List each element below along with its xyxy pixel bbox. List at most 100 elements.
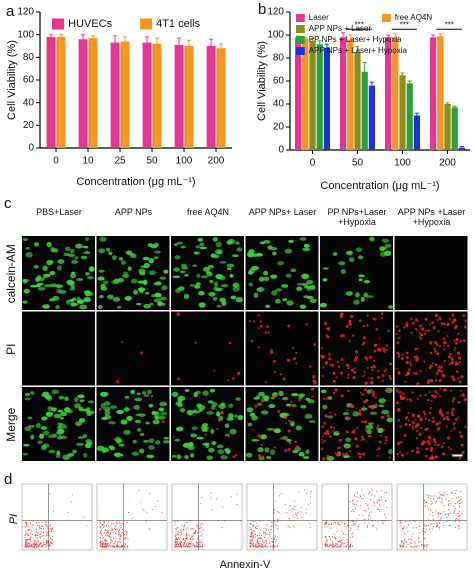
event	[26, 523, 28, 525]
event	[331, 536, 334, 538]
event	[399, 522, 401, 524]
cell	[353, 358, 357, 362]
event	[384, 499, 387, 501]
cell	[441, 373, 445, 378]
event	[197, 537, 199, 539]
event	[333, 533, 335, 535]
cell	[138, 448, 145, 454]
event	[264, 543, 266, 545]
event	[117, 544, 119, 546]
cell	[258, 435, 262, 439]
legend-swatch	[382, 14, 391, 22]
event	[104, 545, 106, 547]
event	[40, 525, 43, 527]
event	[324, 521, 326, 523]
cell	[172, 436, 175, 438]
event	[105, 541, 107, 543]
event	[125, 544, 127, 546]
event	[115, 544, 117, 546]
y-tick-label: 120	[267, 7, 284, 18]
event	[453, 512, 455, 514]
cell	[76, 299, 85, 305]
event	[259, 546, 261, 548]
event	[174, 536, 176, 538]
event	[401, 545, 403, 547]
event	[47, 533, 49, 535]
event	[454, 503, 456, 505]
event	[112, 523, 114, 525]
cell	[264, 381, 268, 384]
event	[346, 524, 349, 527]
cell	[406, 398, 409, 401]
cell	[272, 428, 276, 431]
event	[427, 496, 429, 499]
event	[99, 526, 101, 528]
cell	[362, 437, 365, 441]
cell	[434, 443, 437, 447]
event	[271, 538, 273, 540]
event	[200, 527, 202, 529]
cell	[358, 278, 363, 282]
event	[443, 522, 445, 524]
cell	[429, 364, 433, 368]
event	[325, 535, 327, 538]
event	[104, 528, 107, 531]
cell	[126, 415, 133, 422]
event	[406, 527, 408, 529]
event	[186, 544, 188, 546]
event	[53, 505, 55, 507]
event	[188, 543, 190, 545]
event	[36, 534, 38, 537]
event	[349, 545, 352, 547]
event	[368, 522, 370, 524]
event	[200, 503, 202, 505]
cell	[416, 397, 419, 400]
cell	[414, 418, 417, 421]
cell	[449, 389, 453, 392]
cell	[305, 323, 308, 326]
event	[36, 541, 38, 543]
cell	[457, 400, 461, 404]
event	[42, 544, 44, 546]
cell	[411, 413, 415, 416]
event	[250, 539, 252, 541]
event	[200, 546, 202, 548]
event	[258, 543, 260, 545]
event	[188, 534, 190, 536]
flow-y-label: PI	[8, 514, 20, 524]
event	[292, 507, 294, 509]
cell	[42, 265, 48, 272]
cell	[184, 273, 189, 277]
cell	[428, 391, 431, 394]
event	[125, 529, 128, 531]
event	[295, 513, 297, 515]
cell	[293, 357, 297, 361]
event	[193, 544, 196, 547]
event	[118, 533, 120, 535]
cell	[462, 313, 466, 318]
event	[106, 534, 108, 537]
event	[427, 495, 429, 497]
event	[280, 493, 282, 495]
cell	[434, 363, 438, 366]
event	[221, 527, 223, 529]
cell	[153, 242, 159, 248]
y-tick-label: 20	[273, 122, 285, 133]
event	[24, 541, 27, 543]
event	[335, 546, 337, 548]
cell	[361, 392, 365, 397]
cell	[287, 419, 291, 423]
cell	[260, 398, 265, 403]
cell	[359, 391, 362, 394]
cell	[453, 422, 456, 425]
event	[367, 493, 370, 495]
cell	[403, 434, 407, 437]
y-tick-label: 60	[23, 75, 35, 86]
event	[50, 528, 52, 530]
row-label: Merge	[4, 407, 18, 441]
cell	[411, 391, 414, 394]
event	[175, 527, 177, 530]
cell	[259, 241, 266, 245]
cell	[405, 415, 409, 419]
event	[288, 518, 290, 520]
